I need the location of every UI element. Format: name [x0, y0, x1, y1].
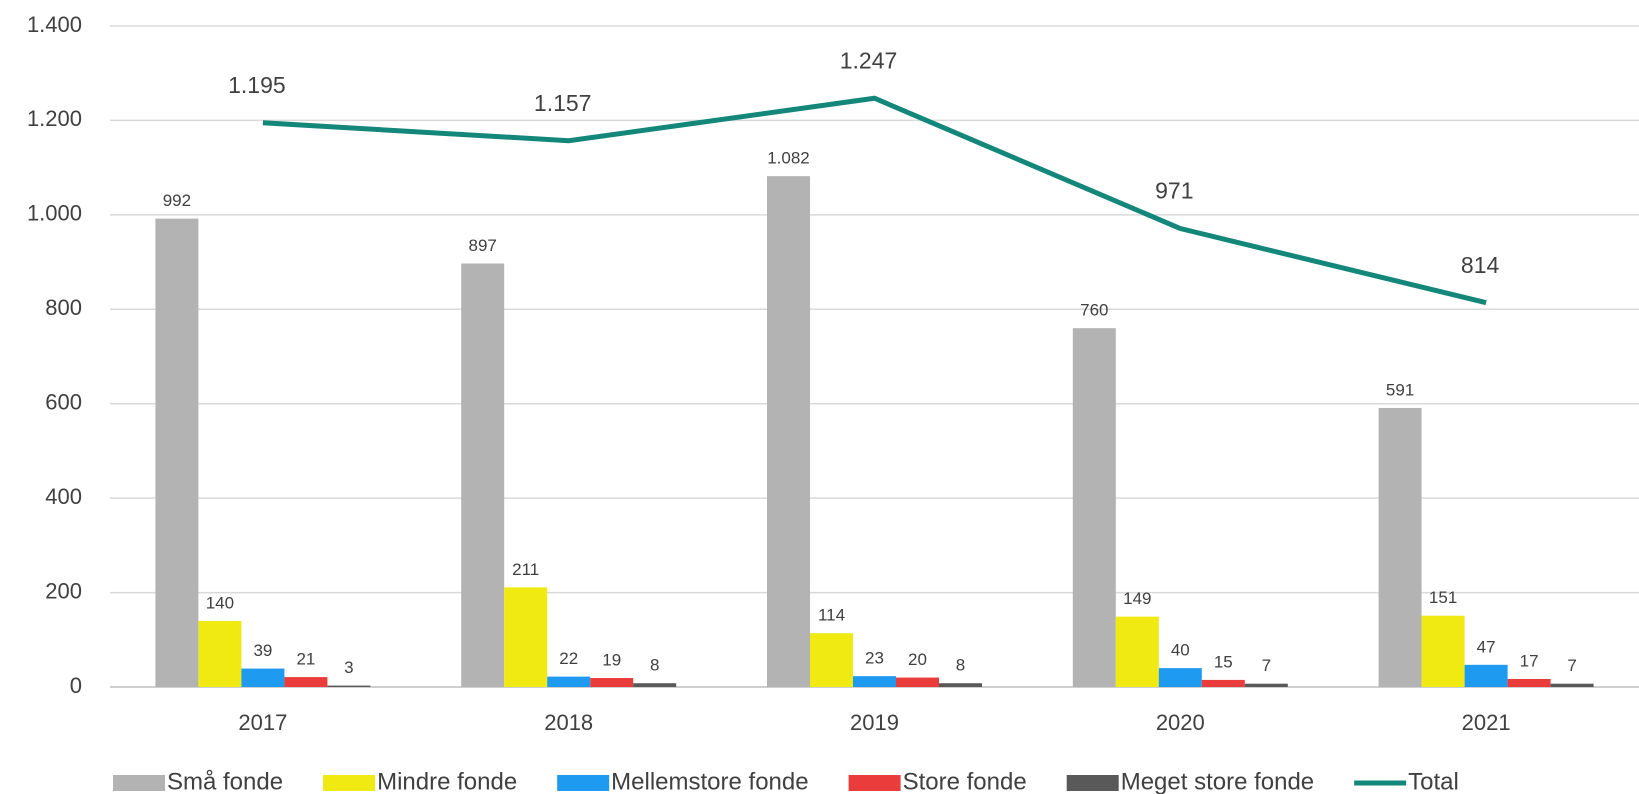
legend-swatch	[1066, 775, 1119, 791]
line-label: 1.247	[840, 47, 898, 73]
data-label: 211	[512, 560, 539, 579]
data-label: 760	[1080, 301, 1108, 320]
legend-label: Meget store fonde	[1121, 768, 1314, 794]
y-tick-label: 400	[45, 484, 82, 509]
total-line	[262, 95, 1487, 306]
x-tick-label: 2020	[1156, 710, 1205, 735]
bar	[1244, 683, 1288, 687]
data-label: 897	[469, 236, 497, 255]
bar	[1115, 616, 1159, 687]
line-label: 1.157	[534, 90, 592, 116]
data-label: 47	[1477, 637, 1496, 656]
line-label: 1.195	[228, 72, 286, 98]
data-label: 3	[344, 658, 353, 677]
bar	[284, 677, 328, 687]
legend-swatch	[848, 775, 901, 791]
legend-label: Store fonde	[903, 768, 1027, 794]
bar	[327, 685, 371, 687]
data-label: 992	[163, 191, 191, 210]
y-tick-label: 600	[45, 390, 82, 415]
bar	[1158, 668, 1202, 687]
data-label: 114	[818, 606, 845, 625]
data-label: 21	[296, 650, 315, 669]
data-label: 19	[602, 651, 621, 670]
data-label: 17	[1520, 651, 1539, 670]
bar	[939, 683, 982, 687]
data-label: 15	[1214, 652, 1233, 671]
x-tick-label: 2017	[238, 710, 287, 735]
legend-label: Mellemstore fonde	[611, 768, 808, 794]
data-label: 151	[1429, 588, 1457, 607]
y-tick-label: 0	[70, 673, 82, 698]
data-label: 20	[908, 650, 927, 669]
bar	[1201, 679, 1245, 687]
data-label: 7	[1262, 656, 1271, 675]
data-label: 22	[559, 649, 578, 668]
data-label: 23	[865, 649, 884, 668]
bar	[853, 676, 896, 687]
x-tick-label: 2018	[544, 710, 593, 735]
bar	[241, 668, 285, 687]
data-label: 39	[253, 641, 272, 660]
y-tick-label: 1.400	[27, 12, 82, 37]
bar	[810, 633, 853, 687]
data-label: 140	[206, 593, 234, 612]
bar	[590, 678, 634, 687]
line-label: 971	[1155, 178, 1193, 204]
bar	[504, 587, 548, 687]
line-label: 814	[1461, 252, 1500, 278]
data-label: 7	[1567, 656, 1576, 675]
bar	[198, 620, 242, 687]
data-label: 1.082	[767, 149, 810, 168]
legend-label: Mindre fonde	[377, 768, 517, 794]
bar	[1072, 328, 1116, 687]
bar	[1464, 664, 1508, 687]
bar	[155, 218, 199, 688]
y-tick-label: 1.200	[27, 106, 82, 131]
y-tick-label: 800	[45, 295, 82, 320]
legend-label: Total	[1408, 768, 1459, 794]
bar	[1421, 615, 1465, 687]
data-label: 8	[956, 656, 965, 675]
bar	[767, 176, 810, 688]
bar	[1378, 407, 1422, 687]
legend-swatch	[323, 775, 376, 791]
y-tick-label: 200	[45, 578, 82, 603]
data-label: 8	[650, 656, 659, 675]
bar	[896, 677, 939, 687]
legend-swatch	[557, 775, 610, 791]
legend-swatch	[113, 775, 165, 791]
bar	[633, 683, 677, 687]
bar	[547, 676, 591, 687]
y-tick-label: 1.000	[27, 201, 82, 226]
data-label: 149	[1123, 589, 1151, 608]
x-tick-label: 2019	[850, 710, 899, 735]
x-tick-label: 2021	[1462, 710, 1511, 735]
bar	[461, 263, 505, 687]
bar	[1550, 683, 1594, 687]
data-label: 591	[1386, 380, 1414, 399]
data-label: 40	[1171, 641, 1190, 660]
legend-label: Små fonde	[167, 768, 283, 794]
bar	[1507, 678, 1551, 687]
